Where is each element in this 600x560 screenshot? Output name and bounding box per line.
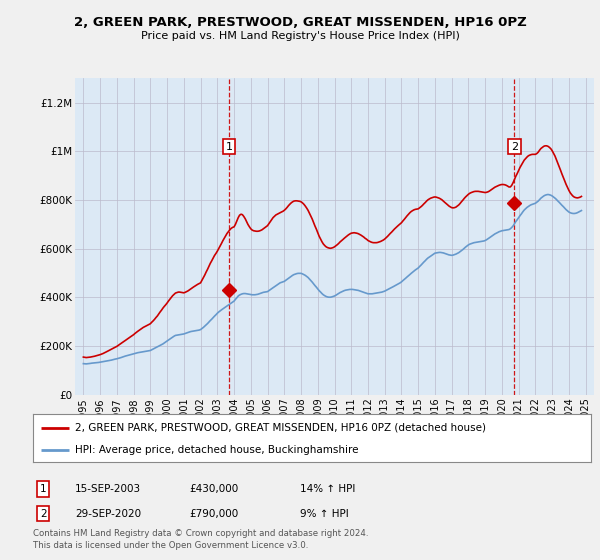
Text: 9% ↑ HPI: 9% ↑ HPI (300, 508, 349, 519)
Text: HPI: Average price, detached house, Buckinghamshire: HPI: Average price, detached house, Buck… (75, 445, 358, 455)
Text: 1: 1 (40, 484, 47, 494)
Text: 2: 2 (40, 508, 47, 519)
Text: £790,000: £790,000 (189, 508, 238, 519)
Text: 2: 2 (511, 142, 518, 152)
Text: 2, GREEN PARK, PRESTWOOD, GREAT MISSENDEN, HP16 0PZ: 2, GREEN PARK, PRESTWOOD, GREAT MISSENDE… (74, 16, 526, 29)
Text: 14% ↑ HPI: 14% ↑ HPI (300, 484, 355, 494)
Text: 29-SEP-2020: 29-SEP-2020 (75, 508, 141, 519)
Text: 15-SEP-2003: 15-SEP-2003 (75, 484, 141, 494)
Text: This data is licensed under the Open Government Licence v3.0.: This data is licensed under the Open Gov… (33, 541, 308, 550)
Text: Price paid vs. HM Land Registry's House Price Index (HPI): Price paid vs. HM Land Registry's House … (140, 31, 460, 41)
Text: 2, GREEN PARK, PRESTWOOD, GREAT MISSENDEN, HP16 0PZ (detached house): 2, GREEN PARK, PRESTWOOD, GREAT MISSENDE… (75, 423, 486, 433)
Text: Contains HM Land Registry data © Crown copyright and database right 2024.: Contains HM Land Registry data © Crown c… (33, 529, 368, 538)
Text: 1: 1 (226, 142, 233, 152)
Text: £430,000: £430,000 (189, 484, 238, 494)
